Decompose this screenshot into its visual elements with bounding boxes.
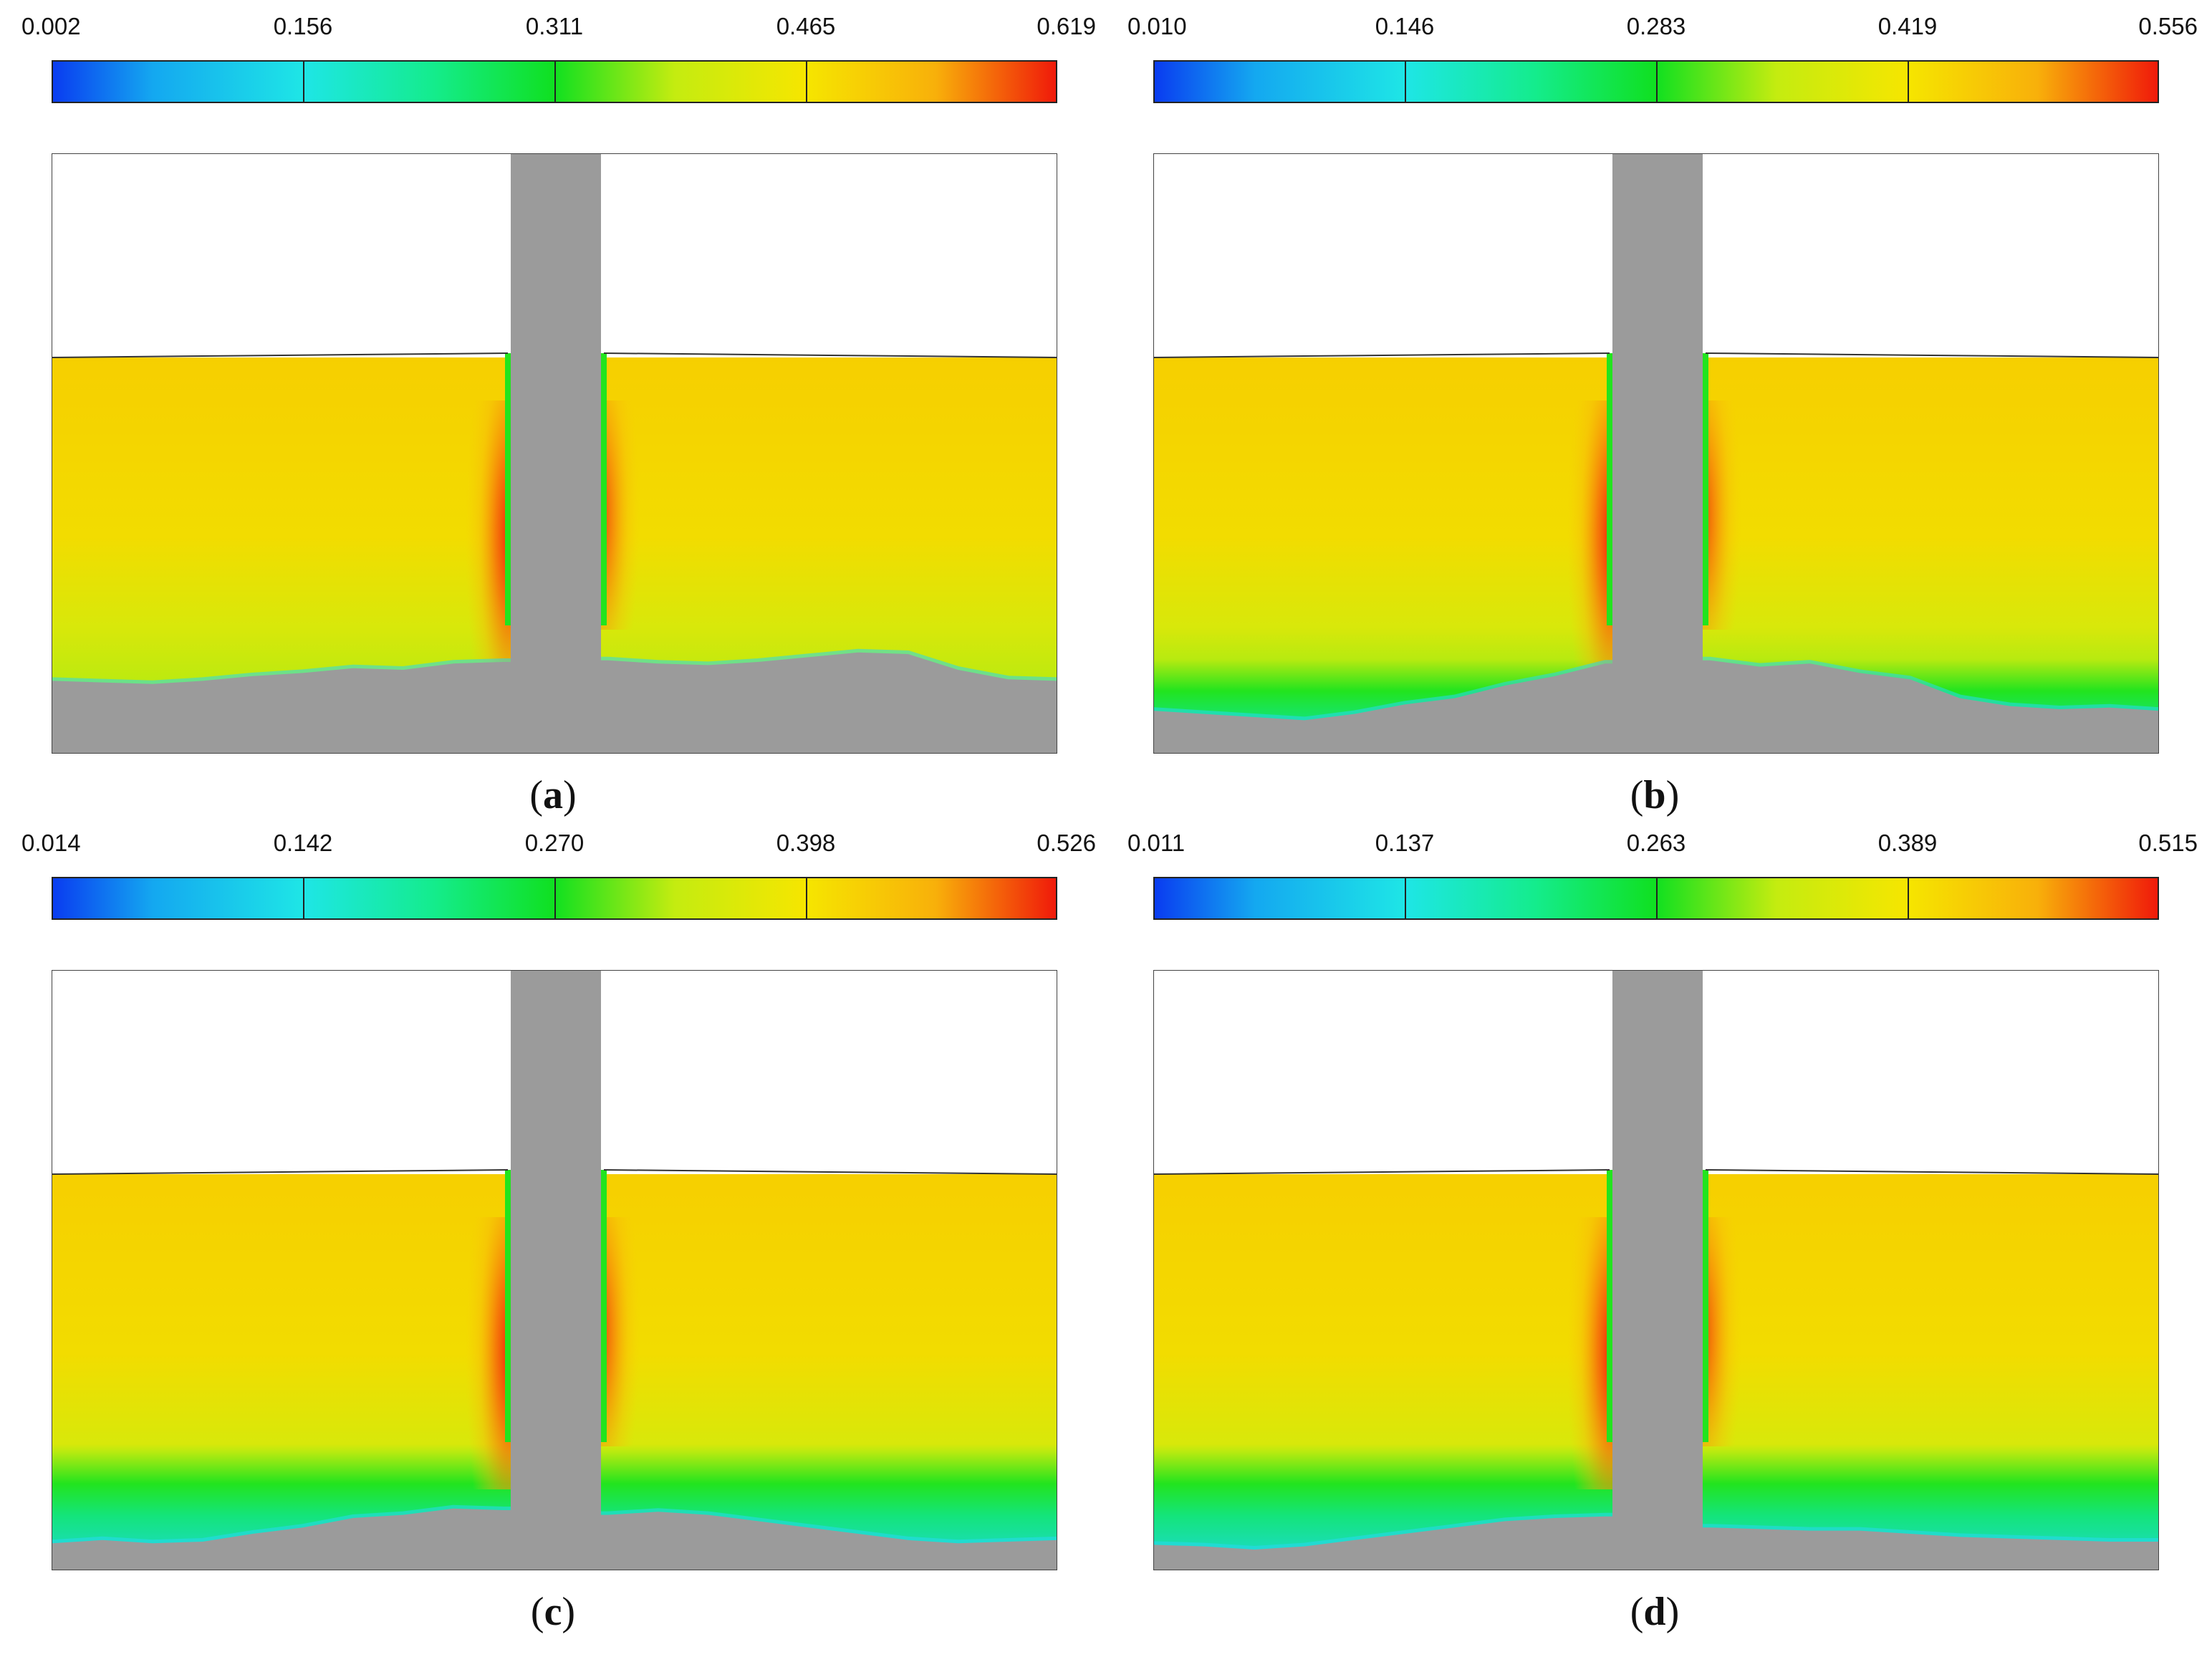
- colorbar-tick-label: 0.619: [1037, 13, 1096, 39]
- panel-b: 0.010 0.146 0.283 0.419 0.556 (b): [1102, 0, 2208, 828]
- contour-plot: [1153, 153, 2159, 754]
- colorbar-tick-label: 0.142: [273, 830, 333, 856]
- colorbar-tick-label: 0.156: [273, 13, 333, 39]
- free-surface-left: [52, 352, 509, 358]
- bridge-pier: [1612, 154, 1703, 753]
- contour-plot: [52, 153, 1057, 754]
- boundary-layer-right: [601, 1170, 607, 1442]
- velocity-max-right: [601, 400, 644, 630]
- panel-caption: (d): [1630, 1590, 1680, 1634]
- colorbar-divider: [303, 60, 304, 103]
- bridge-pier: [1612, 971, 1703, 1570]
- colorbar-tick-label: 0.515: [2138, 830, 2198, 856]
- panel-caption: (c): [530, 1590, 576, 1634]
- boundary-layer-right: [1703, 353, 1708, 625]
- colorbar-divider: [806, 60, 807, 103]
- colorbar-tick-label: 0.002: [21, 13, 81, 39]
- velocity-max-right: [1703, 1217, 1746, 1446]
- boundary-layer-left: [505, 353, 511, 625]
- colorbar-divider: [303, 877, 304, 920]
- colorbar-tick-label: 0.389: [1877, 830, 1938, 856]
- panel-caption: (a): [529, 773, 577, 817]
- free-surface-right: [603, 1169, 1057, 1175]
- boundary-layer-left: [505, 1170, 511, 1442]
- velocity-max-right: [1703, 400, 1746, 630]
- velocity-max-right: [601, 1217, 644, 1446]
- colorbar-divider: [554, 60, 556, 103]
- colorbar-tick-label: 0.014: [21, 830, 81, 856]
- contour-svg: [1154, 154, 2158, 753]
- boundary-layer-right: [1703, 1170, 1708, 1442]
- panel-caption-letter: c: [544, 1590, 562, 1634]
- panel-d: 0.011 0.137 0.263 0.389 0.515 (d): [1102, 817, 2208, 1645]
- colorbar-divider: [1656, 60, 1658, 103]
- colorbar-divider: [1908, 60, 1909, 103]
- colorbar-tick-label: 0.137: [1375, 830, 1435, 856]
- contour-svg: [52, 971, 1057, 1570]
- colorbar-tick-label: 0.270: [524, 830, 585, 856]
- contour-plot: [1153, 970, 2159, 1570]
- panel-caption-letter: a: [543, 773, 563, 817]
- colorbar-tick-label: 0.526: [1037, 830, 1096, 856]
- contour-svg: [52, 154, 1057, 753]
- velocity-max-left: [1562, 400, 1612, 673]
- colorbar-divider: [1656, 877, 1658, 920]
- free-surface-right: [603, 352, 1057, 358]
- boundary-layer-left: [1607, 353, 1612, 625]
- boundary-layer-left: [1607, 1170, 1612, 1442]
- colorbar-tick-label: 0.398: [776, 830, 836, 856]
- panel-caption-letter: d: [1643, 1590, 1666, 1634]
- panel-a: 0.002 0.156 0.311 0.465 0.619 (a): [0, 0, 1106, 828]
- colorbar-divider: [1405, 877, 1406, 920]
- colorbar-divider: [554, 877, 556, 920]
- panel-c: 0.014 0.142 0.270 0.398 0.526 (c): [0, 817, 1106, 1645]
- velocity-max-left: [1562, 1217, 1612, 1489]
- colorbar-tick-label: 0.419: [1877, 13, 1938, 39]
- colorbar-divider: [1908, 877, 1909, 920]
- contour-plot: [52, 970, 1057, 1570]
- colorbar-tick-label: 0.465: [776, 13, 836, 39]
- colorbar-tick-label: 0.311: [525, 13, 584, 39]
- bridge-pier: [511, 154, 601, 753]
- contour-svg: [1154, 971, 2158, 1570]
- panel-caption: (b): [1630, 773, 1680, 817]
- colorbar-divider: [806, 877, 807, 920]
- free-surface-right: [1705, 1169, 2158, 1175]
- free-surface-left: [1154, 352, 1610, 358]
- free-surface-right: [1705, 352, 2158, 358]
- colorbar-tick-label: 0.146: [1375, 13, 1435, 39]
- colorbar-tick-label: 0.556: [2138, 13, 2198, 39]
- panel-caption-letter: b: [1643, 773, 1666, 817]
- free-surface-left: [1154, 1169, 1610, 1175]
- velocity-max-left: [461, 1217, 511, 1489]
- free-surface-left: [52, 1169, 509, 1175]
- colorbar-tick-label: 0.263: [1626, 830, 1686, 856]
- colorbar-tick-label: 0.010: [1127, 13, 1187, 39]
- colorbar-tick-label: 0.283: [1626, 13, 1686, 39]
- colorbar-divider: [1405, 60, 1406, 103]
- velocity-max-left: [461, 400, 511, 673]
- colorbar-tick-label: 0.011: [1127, 830, 1186, 856]
- boundary-layer-right: [601, 353, 607, 625]
- bridge-pier: [511, 971, 601, 1570]
